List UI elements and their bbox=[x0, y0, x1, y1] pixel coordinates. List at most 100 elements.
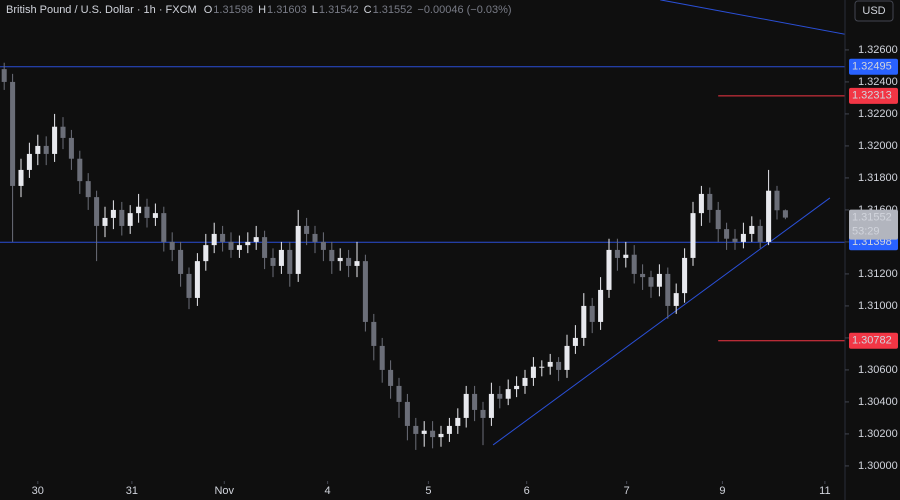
x-tick-label: 6 bbox=[524, 485, 530, 497]
candle-body bbox=[262, 237, 268, 258]
candle-body bbox=[312, 233, 318, 242]
y-tick-label: 1.30400 bbox=[858, 396, 898, 408]
price-tag-label: 1.32313 bbox=[852, 90, 892, 102]
candle-body bbox=[480, 409, 486, 418]
currency-label: USD bbox=[862, 5, 885, 17]
candle-body bbox=[648, 277, 654, 287]
candle-body bbox=[119, 209, 125, 226]
x-tick-label: 7 bbox=[624, 485, 630, 497]
candle-body bbox=[236, 245, 242, 250]
legend-text: 1.31598 bbox=[213, 4, 253, 16]
candle-body bbox=[379, 345, 385, 370]
price-tag: 1.32313 bbox=[849, 87, 898, 104]
candle-body bbox=[598, 289, 604, 322]
currency-button[interactable] bbox=[854, 0, 894, 22]
candle-body bbox=[127, 213, 133, 226]
trendline bbox=[660, 0, 845, 35]
y-tick-label: 1.32400 bbox=[858, 76, 898, 88]
legend-text: −0.00046 (−0.03%) bbox=[417, 4, 511, 16]
candle-body bbox=[539, 366, 545, 368]
legend-text: O bbox=[204, 4, 213, 16]
candle-body bbox=[388, 369, 394, 386]
candle-body bbox=[362, 261, 368, 322]
candle-body bbox=[102, 217, 108, 226]
price-tag-label: 1.30782 bbox=[852, 335, 892, 347]
candle-body bbox=[18, 169, 24, 186]
candle-body bbox=[774, 190, 780, 211]
candle-body bbox=[757, 225, 763, 242]
candle-body bbox=[68, 137, 74, 159]
candle-body bbox=[724, 229, 730, 239]
x-tick-label: Nov bbox=[214, 485, 234, 497]
candle-body bbox=[547, 361, 553, 367]
candle-body bbox=[682, 257, 688, 294]
y-tick-label: 1.30200 bbox=[858, 428, 898, 440]
y-tick-label: 1.32600 bbox=[858, 44, 898, 56]
candle-body bbox=[10, 81, 16, 186]
candle-body bbox=[253, 237, 259, 242]
price-tag: 1.31552 53:29 bbox=[849, 209, 898, 240]
candle-body bbox=[732, 238, 738, 242]
y-tick-label: 1.30600 bbox=[858, 364, 898, 376]
y-tick-label: 1.30000 bbox=[858, 460, 898, 472]
candle-body bbox=[52, 126, 58, 154]
candle-body bbox=[169, 241, 175, 250]
candle-body bbox=[455, 417, 461, 426]
price-tag: 1.30782 bbox=[849, 332, 898, 349]
candle-body bbox=[740, 233, 746, 242]
x-tick-label: 30 bbox=[32, 485, 44, 497]
candle-body bbox=[421, 430, 427, 434]
candle-body bbox=[220, 233, 226, 242]
candle-body bbox=[715, 209, 721, 230]
candle-body bbox=[656, 273, 662, 287]
candle-body bbox=[337, 257, 343, 262]
x-tick-label: 11 bbox=[819, 485, 830, 497]
candle-body bbox=[404, 401, 410, 426]
candle-body bbox=[346, 257, 352, 266]
candle-body bbox=[26, 153, 32, 170]
candle-body bbox=[749, 225, 755, 234]
price-tag-bg bbox=[849, 87, 898, 104]
candle-body bbox=[178, 249, 184, 274]
candle-body bbox=[35, 145, 41, 154]
candle-body bbox=[354, 261, 360, 266]
candle-body bbox=[228, 241, 234, 250]
price-tag-bg bbox=[849, 209, 898, 240]
price-tag-bg bbox=[849, 332, 898, 349]
candle-body bbox=[413, 425, 419, 434]
candle-body bbox=[144, 206, 150, 218]
price-tag-bg bbox=[849, 58, 898, 75]
candle-body bbox=[530, 366, 536, 378]
candle-body bbox=[438, 433, 444, 438]
legend-text: British Pound / U.S. Dollar · 1h · FXCM bbox=[6, 4, 197, 16]
legend-text: 1.31603 bbox=[267, 4, 307, 16]
candle-body bbox=[278, 249, 284, 266]
y-tick-label: 1.31800 bbox=[858, 172, 898, 184]
legend-text: H bbox=[258, 4, 266, 16]
candle-body bbox=[136, 206, 142, 214]
candle-body bbox=[287, 249, 293, 274]
candle-body bbox=[161, 213, 167, 242]
candle-body bbox=[77, 158, 83, 182]
candle-body bbox=[707, 193, 713, 210]
candle-body bbox=[640, 273, 646, 278]
candle-body bbox=[766, 190, 772, 242]
legend-text: 1.31542 bbox=[319, 4, 359, 16]
legend-text: C bbox=[364, 4, 372, 16]
candle-body bbox=[497, 393, 503, 399]
candle-body bbox=[186, 273, 192, 298]
candle-body bbox=[522, 377, 528, 386]
candle-body bbox=[94, 197, 100, 226]
candle-body bbox=[614, 249, 620, 258]
candle-body bbox=[572, 337, 578, 346]
candle-body bbox=[556, 361, 562, 370]
price-tag-label: 1.31552 bbox=[852, 212, 892, 224]
candle-body bbox=[446, 425, 452, 434]
candle-body bbox=[295, 225, 301, 274]
candle-body bbox=[488, 393, 494, 418]
candle-body bbox=[690, 213, 696, 258]
candle-body bbox=[698, 193, 704, 214]
candle-body bbox=[60, 126, 66, 138]
